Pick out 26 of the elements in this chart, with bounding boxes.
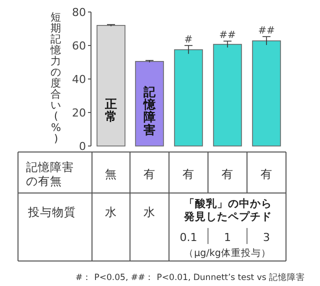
y-tick-label: 80 [72,6,86,19]
text: 無 [105,167,117,181]
y-tick-label: 0 [79,140,86,153]
text: 有 [182,167,194,181]
text: 水 [144,205,156,219]
annotation: ## [219,30,236,42]
annotation: # [184,34,193,46]
annotation: ## [258,26,275,37]
text: 水 [105,205,117,219]
text: 記憶障害の有無 [26,160,75,189]
text: 有 [260,167,272,181]
text: 1 [224,231,231,244]
y-tick-label: 40 [72,73,86,86]
text: 投与物質 [27,205,76,219]
text: 0.1 [180,231,198,244]
text: 有 [144,167,156,181]
y-tick-label: 20 [72,106,86,120]
text: #： P<0.05, ##： P<0.01, Dunnett’s test vs 記憶障害 [75,272,305,283]
y-axis-title: 短期記憶力の度合い(%) [50,12,62,145]
annotation: 正常 [104,97,117,124]
text: 有 [222,167,234,181]
text: 「酸乳」の中から発見したペプチド [182,198,273,224]
annotation: 記憶障害 [142,85,156,137]
text: 3 [263,231,270,244]
y-tick-label: 60 [72,40,86,52]
text: （μg/kg体重投与） [184,247,271,259]
